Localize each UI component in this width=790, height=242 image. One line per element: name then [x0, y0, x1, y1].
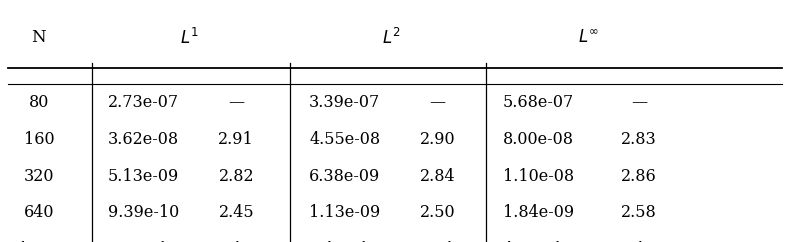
Text: $L^1$: $L^1$ — [180, 28, 199, 48]
Text: 2.86: 2.86 — [621, 168, 656, 185]
Text: 2.45: 2.45 — [219, 204, 254, 221]
Text: 2.73e-07: 2.73e-07 — [107, 94, 179, 111]
Text: 5.68e-07: 5.68e-07 — [502, 94, 574, 111]
Text: 2.83: 2.83 — [621, 131, 656, 148]
Text: 2.84: 2.84 — [419, 168, 455, 185]
Text: 9.39e-10: 9.39e-10 — [107, 204, 179, 221]
Text: 8.00e-08: 8.00e-08 — [502, 131, 574, 148]
Text: 3.39e-07: 3.39e-07 — [309, 94, 380, 111]
Text: 1.84e-09: 1.84e-09 — [502, 204, 574, 221]
Text: 1.10e-08: 1.10e-08 — [502, 168, 574, 185]
Text: 2.21: 2.21 — [419, 241, 455, 242]
Text: 1280: 1280 — [18, 241, 59, 242]
Text: $L^2$: $L^2$ — [382, 28, 401, 48]
Text: —: — — [430, 94, 446, 111]
Text: —: — — [228, 94, 244, 111]
Text: N: N — [32, 30, 46, 46]
Text: $L^\infty$: $L^\infty$ — [578, 29, 599, 47]
Text: 5.13e-09: 5.13e-09 — [107, 168, 179, 185]
Text: 4.22e-10: 4.22e-10 — [502, 241, 574, 242]
Text: 2.43e-10: 2.43e-10 — [309, 241, 380, 242]
Text: 2.90: 2.90 — [419, 131, 455, 148]
Text: 2.82: 2.82 — [219, 168, 254, 185]
Text: 80: 80 — [28, 94, 49, 111]
Text: 2.58: 2.58 — [621, 204, 656, 221]
Text: 2.50: 2.50 — [419, 204, 455, 221]
Text: 4.55e-08: 4.55e-08 — [309, 131, 380, 148]
Text: —: — — [630, 94, 647, 111]
Text: 640: 640 — [24, 204, 55, 221]
Text: 3.62e-08: 3.62e-08 — [107, 131, 179, 148]
Text: 2.91: 2.91 — [218, 131, 254, 148]
Text: 2.08e-10: 2.08e-10 — [108, 241, 179, 242]
Text: 2.18: 2.18 — [218, 241, 254, 242]
Text: 160: 160 — [24, 131, 55, 148]
Text: 1.13e-09: 1.13e-09 — [309, 204, 380, 221]
Text: 2.12: 2.12 — [621, 241, 656, 242]
Text: 320: 320 — [24, 168, 55, 185]
Text: 6.38e-09: 6.38e-09 — [309, 168, 380, 185]
